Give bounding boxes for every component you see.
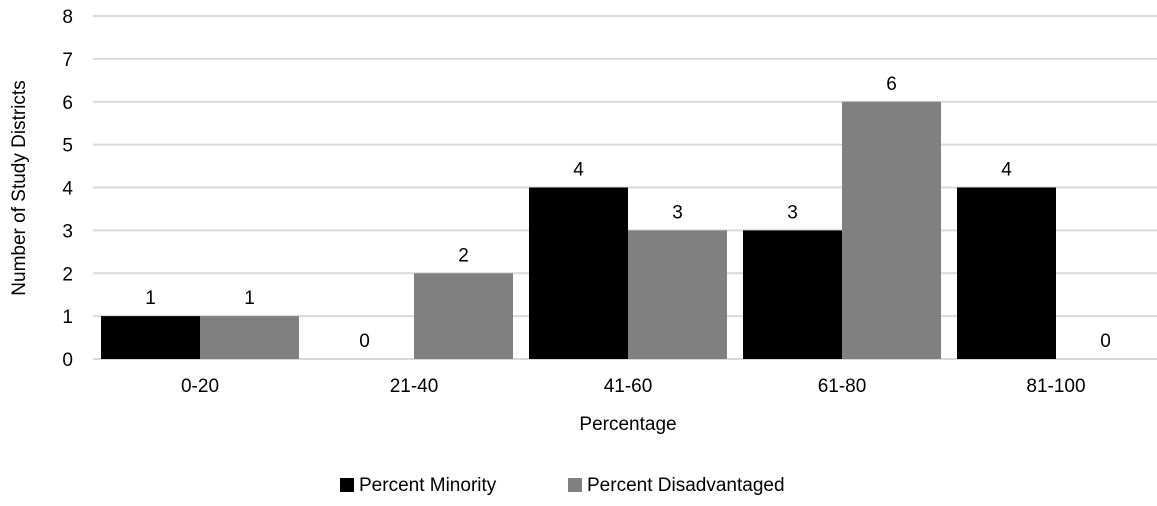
- data-label: 3: [787, 202, 798, 223]
- legend-label: Percent Disadvantaged: [587, 475, 785, 496]
- bar-percent-minority-0-20: [101, 316, 200, 359]
- data-label: 1: [145, 288, 156, 309]
- bars: [101, 101, 1056, 359]
- y-tick-label: 3: [62, 221, 73, 242]
- y-tick-label: 1: [62, 307, 73, 328]
- y-tick-label: 0: [62, 350, 73, 371]
- x-axis-title: Percentage: [579, 414, 676, 435]
- data-label: 0: [359, 331, 370, 352]
- x-tick-label: 41-60: [604, 376, 653, 397]
- x-tick-labels: 0-20 21-40 41-60 61-80 81-100: [181, 376, 1086, 397]
- data-label: 3: [672, 202, 683, 223]
- bar-percent-disadvantaged-0-20: [200, 316, 299, 359]
- bar-percent-minority-41-60: [529, 187, 628, 359]
- bar-percent-minority-61-80: [743, 230, 842, 359]
- legend-label: Percent Minority: [359, 475, 497, 496]
- y-tick-label: 5: [62, 136, 73, 157]
- legend-swatch-percent-minority: [340, 478, 354, 492]
- y-tick-label: 2: [62, 264, 73, 285]
- data-label: 4: [573, 160, 584, 181]
- legend-swatch-percent-disadvantaged: [568, 478, 582, 492]
- y-tick-label: 6: [62, 93, 73, 114]
- y-axis-title: Number of Study Districts: [9, 80, 30, 295]
- legend: Percent Minority Percent Disadvantaged: [340, 475, 785, 496]
- bar-percent-disadvantaged-21-40: [414, 273, 513, 359]
- x-tick-label: 21-40: [390, 376, 439, 397]
- data-label: 6: [886, 74, 897, 95]
- bar-percent-minority-81-100: [957, 187, 1056, 359]
- data-label: 0: [1100, 331, 1111, 352]
- bar-percent-disadvantaged-41-60: [628, 230, 727, 359]
- x-tick-label: 0-20: [181, 376, 219, 397]
- data-label: 4: [1001, 160, 1012, 181]
- y-tick-label: 8: [62, 7, 73, 28]
- data-label: 2: [458, 245, 469, 266]
- y-tick-labels: 0 1 2 3 4 5 6 7 8: [62, 7, 73, 371]
- data-label: 1: [244, 288, 255, 309]
- x-tick-label: 81-100: [1026, 376, 1085, 397]
- bar-percent-disadvantaged-61-80: [842, 101, 941, 359]
- y-tick-label: 4: [62, 179, 73, 200]
- y-tick-label: 7: [62, 50, 73, 71]
- data-labels: 1 1 0 2 4 3 3 6 4 0: [145, 74, 1111, 352]
- x-tick-label: 61-80: [818, 376, 867, 397]
